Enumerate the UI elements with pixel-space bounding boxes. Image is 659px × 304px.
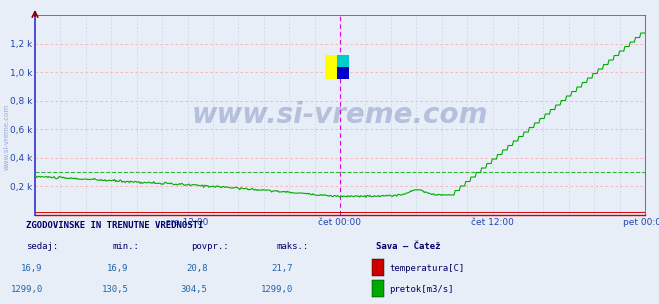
Text: 1299,0: 1299,0	[261, 285, 293, 294]
Text: 16,9: 16,9	[21, 264, 43, 273]
Text: min.:: min.:	[112, 242, 139, 251]
Text: maks.:: maks.:	[277, 242, 309, 251]
Text: Sava – Čatež: Sava – Čatež	[376, 242, 440, 251]
Text: Sava - Čatež: Sava - Čatež	[281, 0, 378, 3]
Text: povpr.:: povpr.:	[191, 242, 229, 251]
Text: 16,9: 16,9	[107, 264, 129, 273]
Text: 304,5: 304,5	[181, 285, 208, 294]
Text: 1299,0: 1299,0	[11, 285, 43, 294]
Text: 20,8: 20,8	[186, 264, 208, 273]
Bar	[337, 67, 349, 79]
Text: pretok[m3/s]: pretok[m3/s]	[389, 285, 454, 294]
Bar	[337, 55, 349, 67]
Bar	[325, 55, 337, 79]
Text: www.si-vreme.com: www.si-vreme.com	[3, 104, 9, 170]
Text: ZGODOVINSKE IN TRENUTNE VREDNOSTI: ZGODOVINSKE IN TRENUTNE VREDNOSTI	[26, 221, 204, 230]
Text: temperatura[C]: temperatura[C]	[389, 264, 465, 273]
Text: 21,7: 21,7	[272, 264, 293, 273]
Text: 130,5: 130,5	[101, 285, 129, 294]
Text: www.si-vreme.com: www.si-vreme.com	[192, 101, 488, 129]
Text: sedaj:: sedaj:	[26, 242, 59, 251]
